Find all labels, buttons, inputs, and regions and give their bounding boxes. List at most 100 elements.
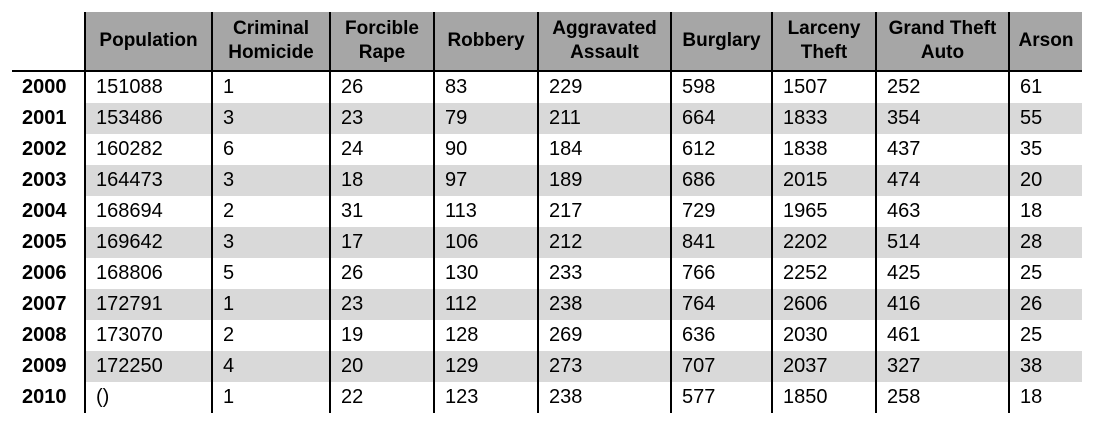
cell-burglary: 598 [670,70,772,103]
cell-robbery: 113 [433,196,538,227]
cell-burglary: 841 [670,227,772,258]
cell-criminal-homicide: 3 [211,227,330,258]
col-header-aggravated-assault: Aggravated Assault [537,12,671,71]
table-row: 2007 172791 1 23 112 238 764 2606 416 26 [12,289,1082,320]
cell-population: 173070 [84,320,212,351]
cell-arson: 18 [1008,196,1082,227]
cell-aggravated-assault: 184 [537,134,671,165]
row-header-year: 2001 [12,103,85,134]
cell-aggravated-assault: 238 [537,382,671,413]
table-row: 2000 151088 1 26 83 229 598 1507 252 61 [12,70,1082,103]
cell-arson: 28 [1008,227,1082,258]
cell-arson: 18 [1008,382,1082,413]
cell-larceny-theft: 1507 [771,70,876,103]
cell-grand-theft-auto: 514 [875,227,1009,258]
cell-forcible-rape: 23 [329,289,434,320]
cell-aggravated-assault: 269 [537,320,671,351]
cell-forcible-rape: 26 [329,258,434,289]
cell-arson: 38 [1008,351,1082,382]
cell-robbery: 83 [433,70,538,103]
cell-robbery: 90 [433,134,538,165]
cell-arson: 55 [1008,103,1082,134]
cell-population: 172250 [84,351,212,382]
cell-burglary: 612 [670,134,772,165]
cell-arson: 20 [1008,165,1082,196]
cell-larceny-theft: 2202 [771,227,876,258]
cell-aggravated-assault: 233 [537,258,671,289]
cell-population: 164473 [84,165,212,196]
cell-forcible-rape: 24 [329,134,434,165]
cell-forcible-rape: 19 [329,320,434,351]
cell-grand-theft-auto: 437 [875,134,1009,165]
cell-population: 151088 [84,70,212,103]
col-header-larceny-theft: Larceny Theft [771,12,876,71]
crime-stats-table-container: Population Criminal Homicide Forcible Ra… [12,12,1082,413]
table-row: 2004 168694 2 31 113 217 729 1965 463 18 [12,196,1082,227]
cell-burglary: 686 [670,165,772,196]
cell-aggravated-assault: 273 [537,351,671,382]
row-header-year: 2007 [12,289,85,320]
cell-population: 169642 [84,227,212,258]
cell-forcible-rape: 18 [329,165,434,196]
cell-criminal-homicide: 4 [211,351,330,382]
cell-aggravated-assault: 217 [537,196,671,227]
cell-population: () [84,382,212,413]
row-header-year: 2004 [12,196,85,227]
crime-stats-table: Population Criminal Homicide Forcible Ra… [12,12,1082,413]
cell-arson: 25 [1008,258,1082,289]
row-header-year: 2000 [12,70,85,103]
cell-criminal-homicide: 3 [211,103,330,134]
cell-grand-theft-auto: 425 [875,258,1009,289]
cell-burglary: 664 [670,103,772,134]
cell-robbery: 130 [433,258,538,289]
cell-robbery: 106 [433,227,538,258]
cell-burglary: 577 [670,382,772,413]
cell-arson: 61 [1008,70,1082,103]
cell-criminal-homicide: 6 [211,134,330,165]
table-row: 2008 173070 2 19 128 269 636 2030 461 25 [12,320,1082,351]
cell-population: 153486 [84,103,212,134]
col-header-criminal-homicide: Criminal Homicide [211,12,330,71]
cell-grand-theft-auto: 416 [875,289,1009,320]
cell-robbery: 112 [433,289,538,320]
row-header-year: 2005 [12,227,85,258]
cell-population: 160282 [84,134,212,165]
cell-robbery: 128 [433,320,538,351]
cell-aggravated-assault: 212 [537,227,671,258]
cell-larceny-theft: 2030 [771,320,876,351]
cell-criminal-homicide: 1 [211,70,330,103]
cell-arson: 26 [1008,289,1082,320]
cell-criminal-homicide: 5 [211,258,330,289]
cell-larceny-theft: 2252 [771,258,876,289]
cell-criminal-homicide: 1 [211,382,330,413]
cell-criminal-homicide: 3 [211,165,330,196]
cell-aggravated-assault: 238 [537,289,671,320]
cell-forcible-rape: 31 [329,196,434,227]
cell-burglary: 766 [670,258,772,289]
cell-forcible-rape: 22 [329,382,434,413]
cell-aggravated-assault: 189 [537,165,671,196]
col-header-burglary: Burglary [670,12,772,71]
cell-forcible-rape: 26 [329,70,434,103]
cell-grand-theft-auto: 258 [875,382,1009,413]
cell-larceny-theft: 1838 [771,134,876,165]
cell-population: 168806 [84,258,212,289]
cell-larceny-theft: 2606 [771,289,876,320]
row-header-year: 2010 [12,382,85,413]
row-header-year: 2003 [12,165,85,196]
row-header-year: 2009 [12,351,85,382]
cell-robbery: 97 [433,165,538,196]
cell-grand-theft-auto: 463 [875,196,1009,227]
table-row: 2006 168806 5 26 130 233 766 2252 425 25 [12,258,1082,289]
cell-population: 168694 [84,196,212,227]
table-row: 2002 160282 6 24 90 184 612 1838 437 35 [12,134,1082,165]
col-header-robbery: Robbery [433,12,538,71]
cell-burglary: 764 [670,289,772,320]
table-body: 2000 151088 1 26 83 229 598 1507 252 61 2001 153486… [12,70,1082,413]
cell-larceny-theft: 1965 [771,196,876,227]
row-header-year: 2006 [12,258,85,289]
cell-grand-theft-auto: 252 [875,70,1009,103]
col-header-grand-theft-auto: Grand Theft Auto [875,12,1009,71]
cell-forcible-rape: 20 [329,351,434,382]
cell-population: 172791 [84,289,212,320]
